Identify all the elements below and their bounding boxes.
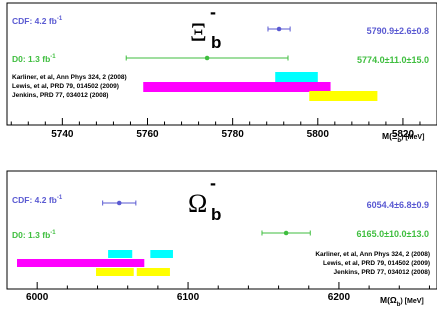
xi-b-cdf-point — [267, 26, 291, 32]
omega-b-title: Ω - b — [188, 173, 221, 224]
omega-b-band-jenkins-3 — [96, 268, 134, 276]
xi-b-x-axis-label: M(Ξb) [MeV] — [382, 131, 424, 144]
omega-b-x-axis-label: M(Ωb) [MeV] — [380, 295, 424, 308]
omega-b-plot-frame — [6, 170, 437, 290]
omega-b-cdf-label-sup: -1 — [57, 195, 63, 201]
omega-b-d0-label-text: D0: 1.3 fb — [12, 230, 50, 240]
omega-b-measurements — [102, 200, 311, 236]
omega-b-ref-karliner: Karliner, et al, Ann Phys 324, 2 (2008) — [315, 251, 430, 258]
omega-b-band-karliner-0 — [108, 250, 133, 258]
xi-b-cdf-measurement: 5790.9±2.6±0.8 — [367, 26, 429, 36]
xi-b-cdf-label-text: CDF: 4.2 fb — [12, 16, 57, 26]
xi-b-tick-label-5820: 5820 — [392, 129, 415, 140]
xi-b-title: Ξ - b — [190, 2, 221, 52]
omega-b-panel: CDF: 4.2 fb-1 D0: 1.3 fb-1 6054.4±6.8±0.… — [6, 170, 437, 308]
svg-text:CDF: 4.2 fb-1: CDF: 4.2 fb-1 — [12, 195, 63, 205]
xi-b-d0-label-text: D0: 1.3 fb — [12, 54, 50, 64]
omega-b-title-sub: b — [211, 205, 221, 224]
xi-b-x-axis: 5740 5760 5780 5800 5820 — [10, 118, 437, 140]
omega-b-tick-label-6000: 6000 — [26, 292, 49, 303]
xi-b-band-lewis-1 — [143, 82, 331, 92]
omega-b-cdf-label-text: CDF: 4.2 fb — [12, 195, 57, 205]
omega-b-cdf-point — [102, 200, 137, 206]
xi-b-d0-point — [125, 55, 289, 61]
xi-b-title-super: - — [210, 2, 216, 22]
xi-b-ref-lewis: Lewis, et al, PRD 79, 014502 (2009) — [12, 83, 119, 90]
omega-b-band-lewis-2 — [17, 259, 145, 267]
svg-text:CDF: 4.2 fb-1: CDF: 4.2 fb-1 — [12, 16, 63, 26]
omega-b-d0-point — [261, 230, 311, 236]
xi-b-d0-label: D0: 1.3 fb-1 — [12, 54, 56, 64]
omega-b-cdf-measurement: 6054.4±6.8±0.9 — [367, 200, 429, 210]
omega-b-ref-jenkins: Jenkins, PRD 77, 034012 (2008) — [334, 269, 430, 276]
omega-b-title-super: - — [210, 173, 216, 193]
omega-b-band-karliner-1 — [150, 250, 173, 258]
omega-b-tick-label-6200: 6200 — [328, 292, 351, 303]
xi-b-tick-label-5800: 5800 — [307, 129, 330, 140]
xi-b-band-karliner-0 — [275, 72, 318, 82]
omega-b-d0-label-sup: -1 — [50, 230, 56, 236]
xi-b-ref-jenkins: Jenkins, PRD 77, 034012 (2008) — [12, 92, 108, 99]
xi-b-measurements — [125, 26, 291, 61]
omega-b-prediction-bands — [17, 250, 173, 276]
omega-b-tick-label-6100: 6100 — [177, 292, 200, 303]
omega-b-ref-lewis: Lewis, et al, PRD 79, 014502 (2009) — [323, 260, 430, 267]
omega-b-cdf-label: CDF: 4.2 fb-1 — [12, 195, 63, 205]
xi-b-plot-frame — [6, 2, 437, 126]
svg-text:D0: 1.3 fb-1: D0: 1.3 fb-1 — [12, 230, 56, 240]
svg-text:D0: 1.3 fb-1: D0: 1.3 fb-1 — [12, 54, 56, 64]
xi-b-panel: CDF: 4.2 fb-1 D0: 1.3 fb-1 5790.9±2.6±0.… — [6, 2, 437, 144]
xi-b-title-sub: b — [211, 33, 221, 52]
xi-b-prediction-bands — [143, 72, 378, 101]
xi-b-ref-karliner: Karliner, et al, Ann Phys 324, 2 (2008) — [12, 74, 127, 81]
omega-b-title-symbol: Ω — [188, 189, 207, 218]
xi-b-band-jenkins-2 — [309, 91, 378, 101]
omega-b-d0-measurement: 6165.0±10.0±13.0 — [357, 229, 429, 239]
xi-b-title-symbol: Ξ — [190, 18, 207, 47]
xi-b-cdf-label-sup: -1 — [57, 16, 63, 22]
xi-b-d0-measurement: 5774.0±11.0±15.0 — [357, 55, 429, 65]
xi-b-cdf-label: CDF: 4.2 fb-1 — [12, 16, 63, 26]
omega-b-d0-label: D0: 1.3 fb-1 — [12, 230, 56, 240]
xi-b-tick-label-5740: 5740 — [51, 129, 74, 140]
omega-b-band-jenkins-4 — [136, 268, 170, 276]
xi-b-tick-label-5780: 5780 — [222, 129, 245, 140]
xi-b-d0-label-sup: -1 — [50, 54, 56, 60]
xi-b-tick-label-5760: 5760 — [136, 129, 159, 140]
omega-b-x-axis: 6000 6100 6200 — [6, 282, 430, 303]
